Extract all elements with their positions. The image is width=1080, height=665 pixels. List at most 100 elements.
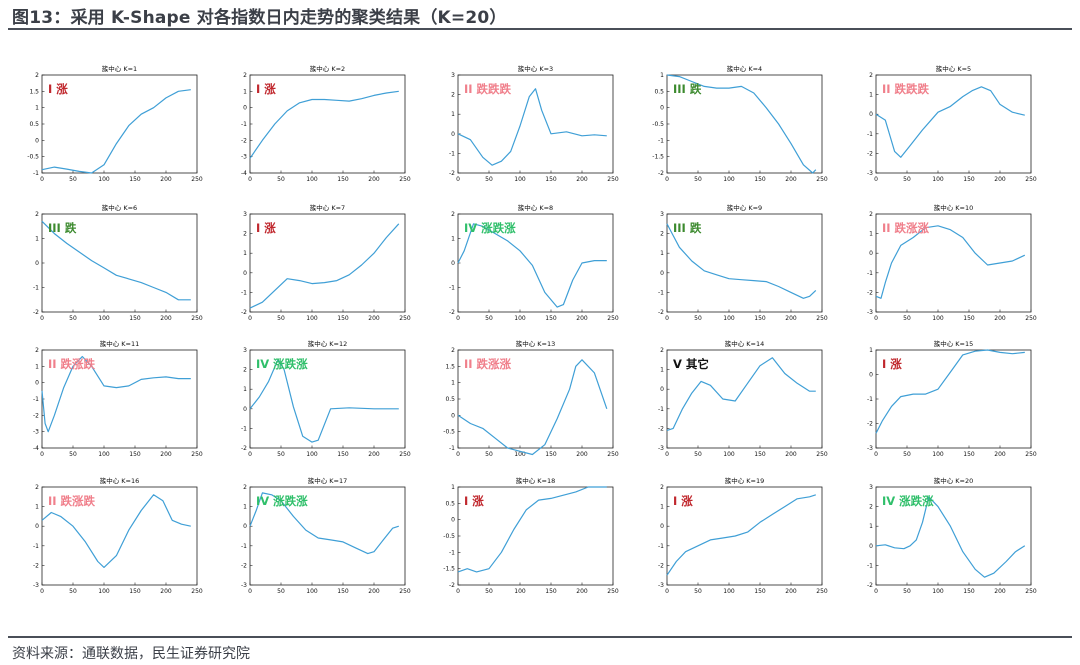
x-tick-label: 50: [694, 588, 702, 595]
y-tick-label: 1: [35, 363, 39, 370]
panel-title: 簇中心 K=1: [102, 64, 137, 73]
panel-k14: 簇中心 K=14 0 50 100 150 200 250 -3 -2 -1 0 1 2 V 其它: [658, 339, 828, 458]
y-tick-label: 0: [243, 270, 247, 277]
y-tick-label: -2: [658, 562, 664, 569]
x-tick-label: 200: [576, 315, 588, 322]
x-tick-label: 100: [514, 315, 526, 322]
panel-title: 簇中心 K=11: [100, 339, 140, 348]
panel-title: 簇中心 K=17: [308, 476, 348, 485]
panel-k9: 簇中心 K=9 0 50 100 150 200 250 -2 -1 0 1 2 3 III 跌: [658, 203, 828, 322]
x-tick-label: 100: [723, 315, 735, 322]
y-tick-label: -2: [33, 562, 39, 569]
y-tick-label: -1: [33, 543, 39, 550]
y-tick-label: 1.5: [29, 88, 39, 95]
y-tick-label: 1: [660, 504, 664, 511]
panel-title: 簇中心 K=2: [310, 64, 345, 73]
y-tick-label: 0: [451, 412, 455, 419]
x-tick-label: 100: [932, 315, 944, 322]
x-tick-label: 100: [723, 176, 735, 183]
y-tick-label: -2: [449, 309, 455, 316]
x-tick-label: 50: [69, 588, 77, 595]
y-tick-label: -2: [658, 425, 664, 432]
y-tick-label: -3: [867, 445, 873, 452]
x-tick-label: 0: [248, 176, 252, 183]
y-tick-label: -1: [658, 137, 664, 144]
x-tick-label: 250: [191, 451, 203, 458]
series-line: [457, 486, 607, 573]
y-tick-label: 0.5: [654, 88, 664, 95]
x-tick-label: 200: [368, 451, 380, 458]
x-tick-label: 200: [785, 176, 797, 183]
y-tick-label: 0: [451, 260, 455, 267]
y-tick-label: 1: [660, 367, 664, 374]
y-tick-label: 3: [869, 484, 873, 491]
x-tick-label: 150: [545, 315, 557, 322]
x-tick-label: 150: [129, 315, 141, 322]
x-tick-label: 250: [816, 315, 828, 322]
panel-title: 簇中心 K=12: [308, 339, 348, 348]
y-tick-label: 2: [660, 231, 664, 238]
plot-frame: [457, 74, 614, 174]
series-line: [457, 359, 608, 456]
plot-frame: [666, 349, 823, 449]
y-tick-label: 0.5: [445, 396, 455, 403]
x-tick-label: 200: [994, 315, 1006, 322]
series-line: [666, 223, 817, 299]
y-tick-label: -3: [867, 170, 873, 177]
x-tick-label: 250: [191, 176, 203, 183]
y-tick-label: 2: [243, 72, 247, 79]
x-tick-label: 200: [785, 588, 797, 595]
x-tick-label: 100: [932, 588, 944, 595]
y-tick-label: -1: [867, 131, 873, 138]
y-tick-label: -2: [33, 309, 39, 316]
y-tick-label: -0.5: [443, 429, 455, 436]
x-tick-label: 150: [963, 451, 975, 458]
y-tick-label: -4: [241, 170, 247, 177]
x-tick-label: 50: [694, 451, 702, 458]
series-line: [41, 355, 191, 433]
panel-title: 簇中心 K=14: [725, 339, 765, 348]
panel-title: 簇中心 K=6: [102, 203, 137, 212]
x-tick-label: 100: [306, 315, 318, 322]
y-tick-label: 3: [660, 211, 664, 218]
x-tick-label: 50: [903, 315, 911, 322]
cluster-label: II 跌跌跌: [882, 82, 930, 96]
y-tick-label: -1: [33, 396, 39, 403]
y-tick-label: -1: [867, 270, 873, 277]
y-tick-label: 0: [660, 523, 664, 530]
series-line: [457, 223, 607, 308]
panel-title: 簇中心 K=16: [100, 476, 140, 485]
x-tick-label: 200: [994, 176, 1006, 183]
source-note: 资料来源：通联数据，民生证券研究院: [12, 646, 250, 662]
series-line: [875, 349, 1025, 434]
y-tick-label: -3: [33, 429, 39, 436]
y-tick-label: -3: [867, 309, 873, 316]
y-tick-label: -1: [241, 289, 247, 296]
x-tick-label: 200: [160, 451, 172, 458]
x-tick-label: 250: [607, 588, 619, 595]
x-tick-label: 100: [932, 176, 944, 183]
y-tick-label: -3: [658, 445, 664, 452]
x-tick-label: 150: [754, 315, 766, 322]
y-tick-label: -3: [33, 582, 39, 589]
cluster-label: I 涨: [464, 494, 484, 508]
cluster-label: I 涨: [673, 494, 693, 508]
plot-frame: [875, 486, 1032, 586]
y-tick-label: -1: [449, 285, 455, 292]
y-tick-label: -1.5: [443, 566, 455, 573]
x-tick-label: 150: [129, 176, 141, 183]
panel-k15: 簇中心 K=15 0 50 100 150 200 250 -3 -2 -1 0 1 I 涨: [867, 339, 1037, 458]
series-line: [249, 90, 399, 159]
y-tick-label: 1: [451, 484, 455, 491]
x-tick-label: 0: [248, 588, 252, 595]
y-tick-label: -2: [658, 170, 664, 177]
x-tick-label: 50: [694, 176, 702, 183]
x-tick-label: 0: [665, 451, 669, 458]
panel-title: 簇中心 K=19: [725, 476, 765, 485]
x-tick-label: 100: [306, 451, 318, 458]
y-tick-label: 2: [660, 347, 664, 354]
series-line: [41, 220, 191, 301]
y-tick-label: -2: [241, 445, 247, 452]
y-tick-label: 1.5: [445, 363, 455, 370]
x-tick-label: 100: [723, 588, 735, 595]
